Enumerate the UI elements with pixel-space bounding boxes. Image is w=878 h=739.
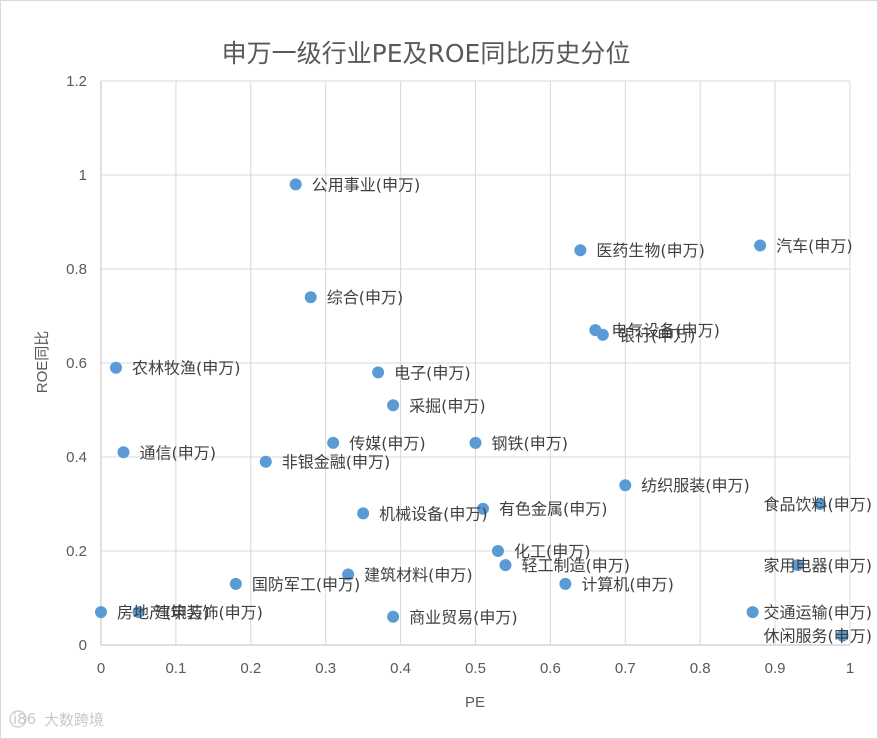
x-tick-label: 0.1 [165,660,186,677]
y-tick-label: 0.4 [66,449,87,466]
x-tick-label: 0.2 [240,660,261,677]
data-point [132,606,145,619]
x-tick-label: 0.3 [315,660,336,677]
data-labels: 公用事业(申万) 医药生物(申万) 汽车(申万) 综合(申万) 电气设备(申万)银行(申… [117,175,872,645]
data-point [596,328,609,341]
data-point [491,545,504,557]
data-point [814,498,827,510]
data-label: 电气设备(申万) [611,321,720,340]
data-label: 医药生物(申万) [596,241,705,260]
data-label: 通信(申万) [139,443,216,462]
data-label: 房地产(申万) [117,603,210,622]
data-point [499,559,512,572]
data-label: 纺织服装(申万) [641,476,750,495]
watermark-text: 大数跨境 [44,711,104,729]
data-label: 化工(申万) [514,542,591,561]
y-tick-label: 0.8 [66,261,87,278]
y-axis-ticks: 0 0.2 0.4 0.6 0.8 1 1.2 [66,73,87,654]
data-point [574,244,587,257]
watermark: i86 大数跨境 [9,710,104,729]
x-tick-label: 1 [846,660,854,677]
y-tick-label: 1.2 [66,73,87,90]
data-point [229,577,242,590]
data-point [342,568,355,581]
data-point [746,606,759,619]
x-tick-label: 0.4 [390,660,411,677]
x-tick-label: 0.9 [765,660,786,677]
x-tick-label: 0.5 [465,660,486,677]
watermark-logo-icon [9,710,27,728]
data-label: 有色金属(申万) [499,500,608,519]
y-tick-label: 0 [79,637,87,654]
y-axis-label: ROE同比 [34,331,51,394]
data-label: 传媒(申万) [349,434,426,453]
data-point [95,606,107,619]
watermark-logo: i86 [13,710,36,728]
data-point [109,361,122,374]
data-label: 银行(申万) [619,326,696,345]
y-tick-label: 0.6 [66,355,87,372]
data-point [559,577,572,590]
data-label: 采掘(申万) [409,396,486,415]
x-tick-label: 0.7 [615,660,636,677]
data-label: 食品饮料(申万) [764,495,873,514]
data-label: 建筑装饰(申万) [154,603,263,622]
data-point [836,629,849,642]
data-label: 计算机(申万) [581,575,674,594]
data-label: 电子(申万) [394,363,471,382]
data-label: 建筑材料(申万) [364,566,473,585]
data-points [95,178,849,642]
data-label: 钢铁(申万) [492,434,569,453]
data-label: 汽车(申万) [776,237,853,256]
data-label: 非银金融(申万) [282,453,391,472]
data-label: 公用事业(申万) [312,175,421,194]
data-point [357,507,370,520]
gridlines [100,80,851,646]
data-label: 交通运输(申万) [764,603,873,622]
data-point [387,399,400,412]
y-tick-label: 0.2 [66,543,87,560]
data-point [259,455,272,468]
data-point [476,502,489,515]
data-label: 商业贸易(申万) [409,608,518,627]
data-point [754,239,767,252]
data-point [469,436,482,449]
data-point [372,366,385,379]
y-tick-label: 1 [79,167,87,184]
data-point [117,446,130,459]
data-label: 国防军工(申万) [252,575,361,594]
data-label: 农林牧渔(申万) [132,359,241,378]
x-tick-label: 0.6 [540,660,561,677]
data-label: 轻工制造(申万) [521,556,630,575]
x-tick-label: 0.8 [690,660,711,677]
data-point [327,436,340,449]
data-label: 机械设备(申万) [379,504,488,523]
data-point [619,479,632,492]
data-label: 休闲服务(申万) [764,627,873,646]
data-point [387,610,400,623]
x-axis-label: PE [465,694,485,711]
data-point [304,291,317,304]
data-point [289,178,302,191]
data-point [791,559,804,572]
data-label: 家用电器(申万) [764,556,873,575]
x-axis-ticks: 0 0.1 0.2 0.3 0.4 0.5 0.6 0.7 0.8 0.9 1 [97,660,854,677]
x-tick-label: 0 [97,660,105,677]
data-label: 综合(申万) [327,288,404,307]
chart-title: 申万一级行业PE及ROE同比历史分位 [222,39,631,68]
